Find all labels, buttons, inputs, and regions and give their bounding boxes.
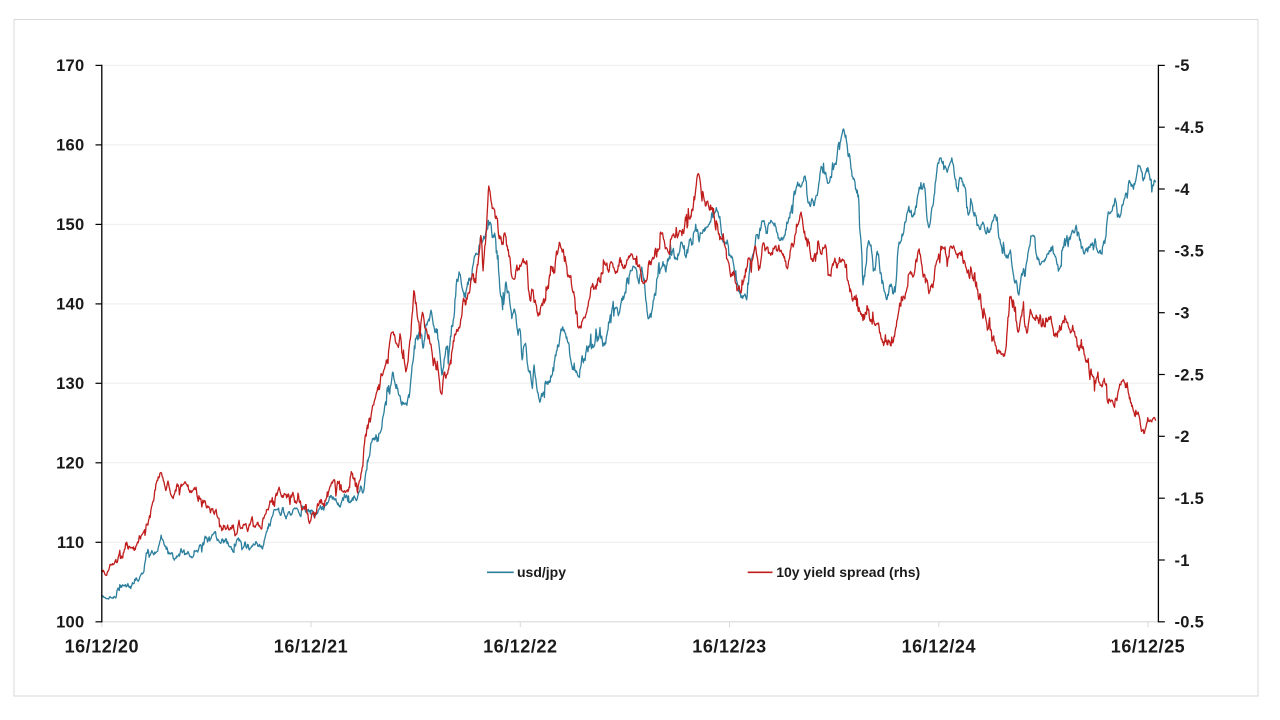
svg-text:16/12/25: 16/12/25 <box>1111 637 1185 657</box>
svg-text:140: 140 <box>56 296 84 314</box>
svg-text:-5: -5 <box>1175 57 1190 75</box>
svg-text:-1.5: -1.5 <box>1175 490 1205 508</box>
svg-text:usd/jpy: usd/jpy <box>517 564 566 580</box>
svg-text:-4.5: -4.5 <box>1175 119 1205 137</box>
svg-text:16/12/20: 16/12/20 <box>65 637 139 657</box>
svg-text:-2.5: -2.5 <box>1175 366 1205 384</box>
svg-text:16/12/24: 16/12/24 <box>902 637 976 657</box>
svg-text:16/12/22: 16/12/22 <box>483 637 557 657</box>
svg-text:-3: -3 <box>1175 305 1190 323</box>
svg-text:170: 170 <box>56 57 84 75</box>
svg-text:-3.5: -3.5 <box>1175 243 1205 261</box>
svg-text:-1: -1 <box>1175 552 1190 570</box>
svg-text:120: 120 <box>56 455 84 473</box>
svg-text:110: 110 <box>57 534 85 552</box>
svg-text:160: 160 <box>56 137 84 155</box>
svg-text:130: 130 <box>56 375 84 393</box>
svg-text:-2: -2 <box>1175 428 1190 446</box>
svg-text:150: 150 <box>56 216 84 234</box>
svg-text:-4: -4 <box>1175 181 1191 199</box>
svg-text:10y yield spread (rhs): 10y yield spread (rhs) <box>776 564 920 580</box>
svg-text:100: 100 <box>56 614 84 632</box>
svg-text:16/12/21: 16/12/21 <box>274 637 348 657</box>
svg-text:-0.5: -0.5 <box>1175 614 1205 632</box>
svg-text:16/12/23: 16/12/23 <box>692 637 766 657</box>
